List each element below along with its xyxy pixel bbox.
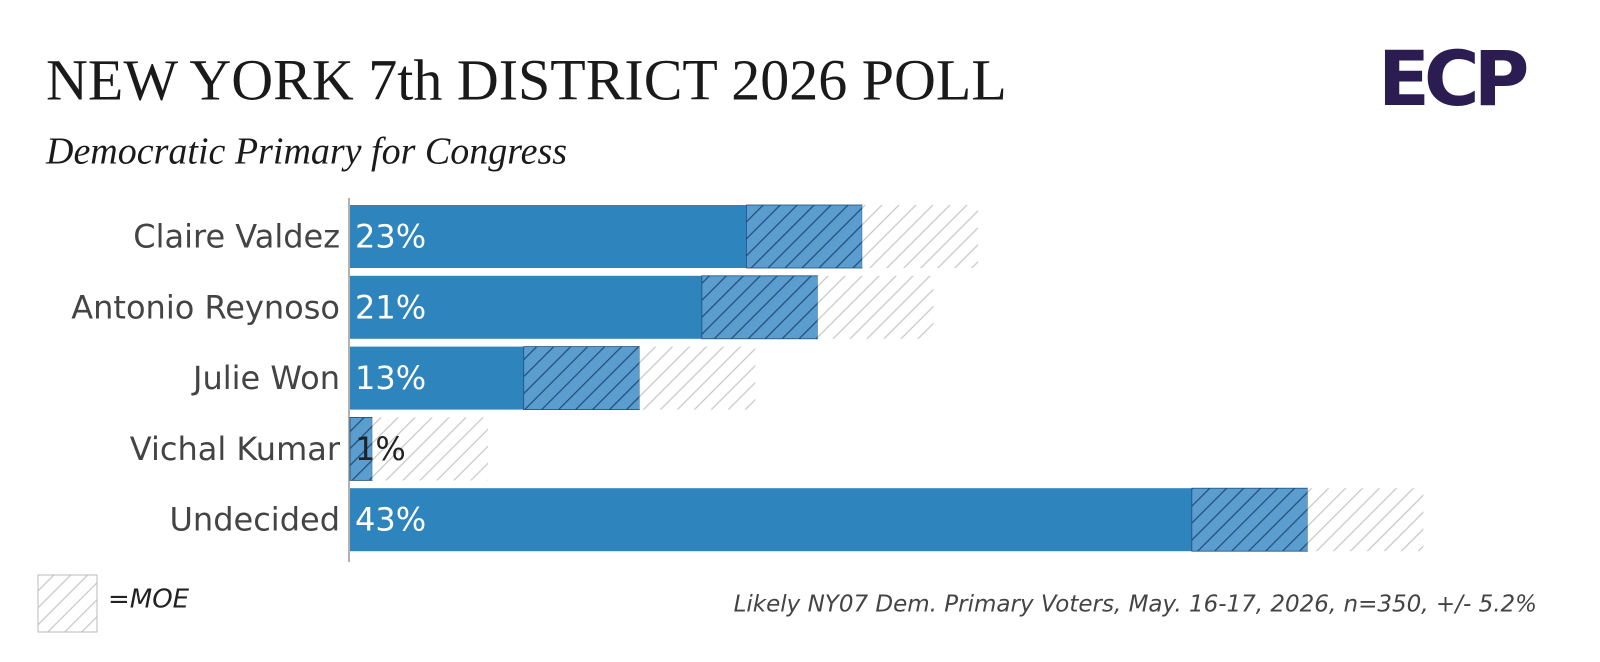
- bar: [350, 488, 1308, 552]
- value-label: 23%: [355, 218, 426, 256]
- chart-subtitle: Democratic Primary for Congress: [45, 131, 567, 173]
- category-label: Undecided: [170, 501, 341, 539]
- logo: ECP: [1378, 34, 1527, 123]
- legend-swatch: [37, 574, 98, 633]
- moe-upper: [372, 417, 489, 481]
- moe-lower: [701, 275, 819, 340]
- category-label: Antonio Reynoso: [71, 288, 340, 326]
- moe-upper: [817, 275, 934, 339]
- moe-upper: [1307, 488, 1424, 552]
- moe-lower: [523, 346, 640, 411]
- moe-lower: [746, 204, 863, 269]
- category-label: Vichal Kumar: [130, 430, 341, 468]
- value-label: 21%: [355, 288, 426, 326]
- source-note: Likely NY07 Dem. Primary Voters, May. 16…: [734, 592, 1537, 618]
- value-label: 1%: [355, 430, 406, 468]
- chart-title: NEW YORK 7th DISTRICT 2026 POLL: [46, 47, 1007, 112]
- moe-upper: [862, 205, 979, 268]
- value-label: 43%: [355, 501, 426, 539]
- legend-label: =MOE: [108, 585, 190, 615]
- moe-lower: [1191, 487, 1309, 552]
- category-label: Julie Won: [191, 359, 340, 397]
- value-label: 13%: [355, 359, 426, 397]
- moe-upper: [639, 346, 756, 410]
- category-label: Claire Valdez: [133, 218, 340, 256]
